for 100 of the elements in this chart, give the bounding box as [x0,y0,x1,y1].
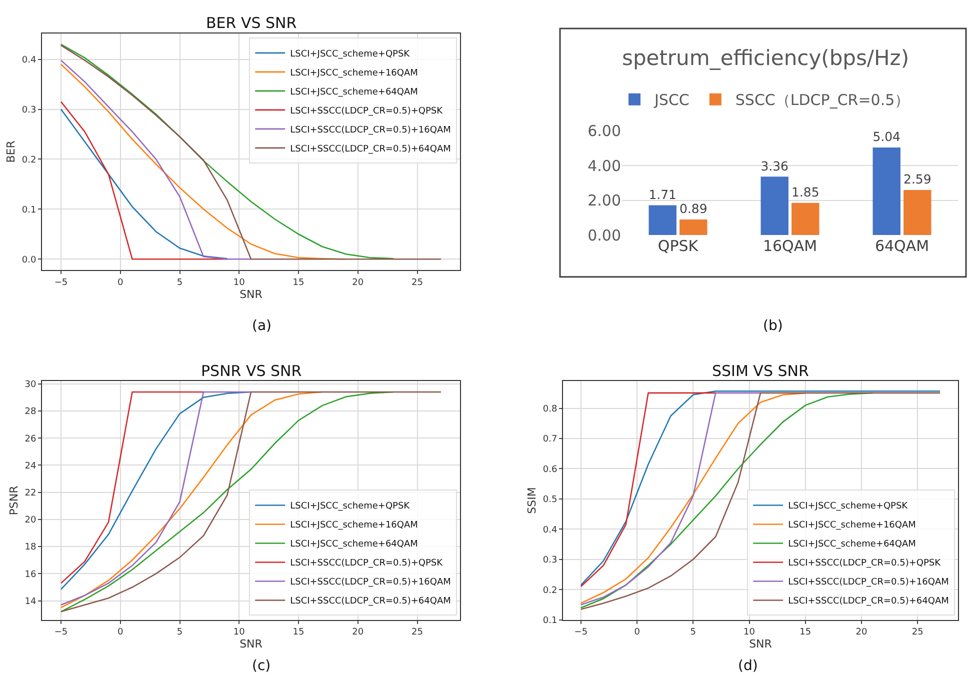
legend-label: LSCI+SSCC(LDCP_CR=0.5)+16QAM [290,125,451,136]
y-tick-label: 0.1 [542,616,558,626]
y-tick-label: 0.8 [542,404,558,414]
y-tick-label: 20 [24,516,36,526]
y-tick-label: 0.2 [22,155,36,166]
y-tick-label: 30 [24,380,36,390]
y-tick-label: 14 [24,596,36,607]
x-tick-label: 0 [118,628,124,638]
x-tick-label: −5 [54,628,68,638]
y-tick-label: 2.00 [588,192,621,210]
x-tick-label: 20 [352,628,364,638]
legend-label: LSCI+JSCC_scheme+QPSK [290,49,411,60]
legend-label: LSCI+JSCC_scheme+64QAM [788,540,916,550]
chart-title: spetrum_efficiency(bps/Hz) [622,46,910,70]
y-tick-label: 16 [24,570,36,580]
text: (d) [738,658,758,674]
y-tick-label: 0.4 [22,55,36,66]
bar [872,147,900,236]
text: (b) [763,318,783,334]
x-tick-label: 25 [912,628,924,638]
y-tick-label: 28 [24,407,36,418]
y-tick-label: 6.00 [588,122,621,140]
line-series [60,391,204,584]
x-tick-label: 25 [412,628,423,638]
y-tick-label: 0.1 [22,205,36,216]
text: (a) [252,318,272,334]
legend-label: LSCI+JSCC_scheme+16QAM [788,520,916,531]
legend-label: LSCI+SSCC(LDCP_CR=0.5)+QPSK [290,106,444,116]
x-tick-label: 25 [412,278,423,288]
chart-title: BER VS SNR [206,14,297,32]
line-series [580,392,716,588]
legend-label: LSCI+SSCC(LDCP_CR=0.5)+QPSK [290,558,444,569]
y-axis-title: BER [4,140,18,163]
y-tick-label: 24 [24,461,36,472]
x-tick-label: −5 [574,628,588,638]
legend-label: LSCI+JSCC_scheme+QPSK [788,502,909,512]
data-label: 1.85 [792,184,820,200]
x-tick-label: 5 [176,278,183,288]
x-axis-title: SNR [240,638,263,651]
y-tick-label: 0.00 [588,226,621,244]
x-tick-label: 5 [690,628,696,638]
legend-label: LSCI+JSCC_scheme+QPSK [290,502,411,512]
x-axis-title: SNR [240,288,263,301]
y-tick-label: 4.00 [588,156,621,175]
data-label: 1.71 [648,186,676,202]
x-tick-label: 10 [233,628,246,638]
y-tick-label: 0.0 [22,255,36,266]
x-tick-label: 10 [233,278,246,288]
data-label: 5.04 [872,129,901,144]
y-tick-label: 0.6 [542,464,558,475]
y-tick-label: 0.5 [542,495,558,506]
legend-label: SSCC（LDCP_CR=0.5） [735,91,910,110]
legend-label: LSCI+SSCC(LDCP_CR=0.5)+64QAM [290,596,451,607]
legend-label: LSCI+JSCC_scheme+16QAM [290,68,418,78]
y-axis-title: SSIM [526,487,539,514]
legend-label: LSCI+SSCC(LDCP_CR=0.5)+64QAM [788,596,949,607]
x-tick-label: 20 [856,628,868,638]
chart-title: SSIM VS SNR [712,362,809,380]
line-series [60,60,252,260]
legend-label: LSCI+JSCC_scheme+64QAM [290,540,418,550]
legend-label: LSCI+SSCC(LDCP_CR=0.5)+16QAM [290,578,451,588]
x-tick-label: 0 [634,628,640,638]
y-tick-label: 0.2 [542,586,558,596]
y-tick-label: 0.3 [542,556,558,566]
data-label: 3.36 [760,158,789,174]
x-tick-label: 64QAM [874,237,930,256]
bar [680,220,708,236]
y-tick-label: 18 [24,542,36,553]
x-tick-label: −5 [54,278,68,288]
y-tick-label: 0.3 [22,105,36,116]
chart-title: PSNR VS SNR [201,362,302,380]
legend-label: LSCI+SSCC(LDCP_CR=0.5)+64QAM [290,144,451,154]
x-tick-label: 15 [292,278,304,288]
x-tick-label: 15 [292,628,304,638]
data-label: 0.89 [680,201,708,216]
legend-label: LSCI+SSCC(LDCP_CR=0.5)+16QAM [788,578,949,588]
line-series [580,392,762,606]
x-tick-label: 15 [800,628,812,638]
y-tick-label: 22 [24,488,36,498]
bar [904,190,932,236]
bar [648,205,676,236]
y-axis-title: PSNR [7,485,20,516]
legend-label: LSCI+SSCC(LDCP_CR=0.5)+QPSK [788,558,942,569]
x-tick-label: 0 [118,278,124,288]
legend-label: JSCC [654,91,690,110]
bar [792,202,820,236]
x-tick-label: 10 [744,628,756,638]
legend-label: LSCI+JSCC_scheme+16QAM [290,520,418,531]
y-tick-label: 26 [24,434,36,444]
x-tick-label: 5 [176,628,183,638]
legend-label: LSCI+JSCC_scheme+64QAM [290,87,418,98]
y-tick-label: 0.4 [542,525,558,536]
x-tick-label: 20 [352,278,364,288]
text: (c) [252,658,271,674]
x-axis-title: SNR [749,638,772,651]
y-tick-label: 0.7 [542,434,558,445]
bar [760,176,788,236]
x-tick-label: QPSK [658,237,700,256]
x-tick-label: 16QAM [762,237,818,256]
data-label: 2.59 [904,172,932,187]
